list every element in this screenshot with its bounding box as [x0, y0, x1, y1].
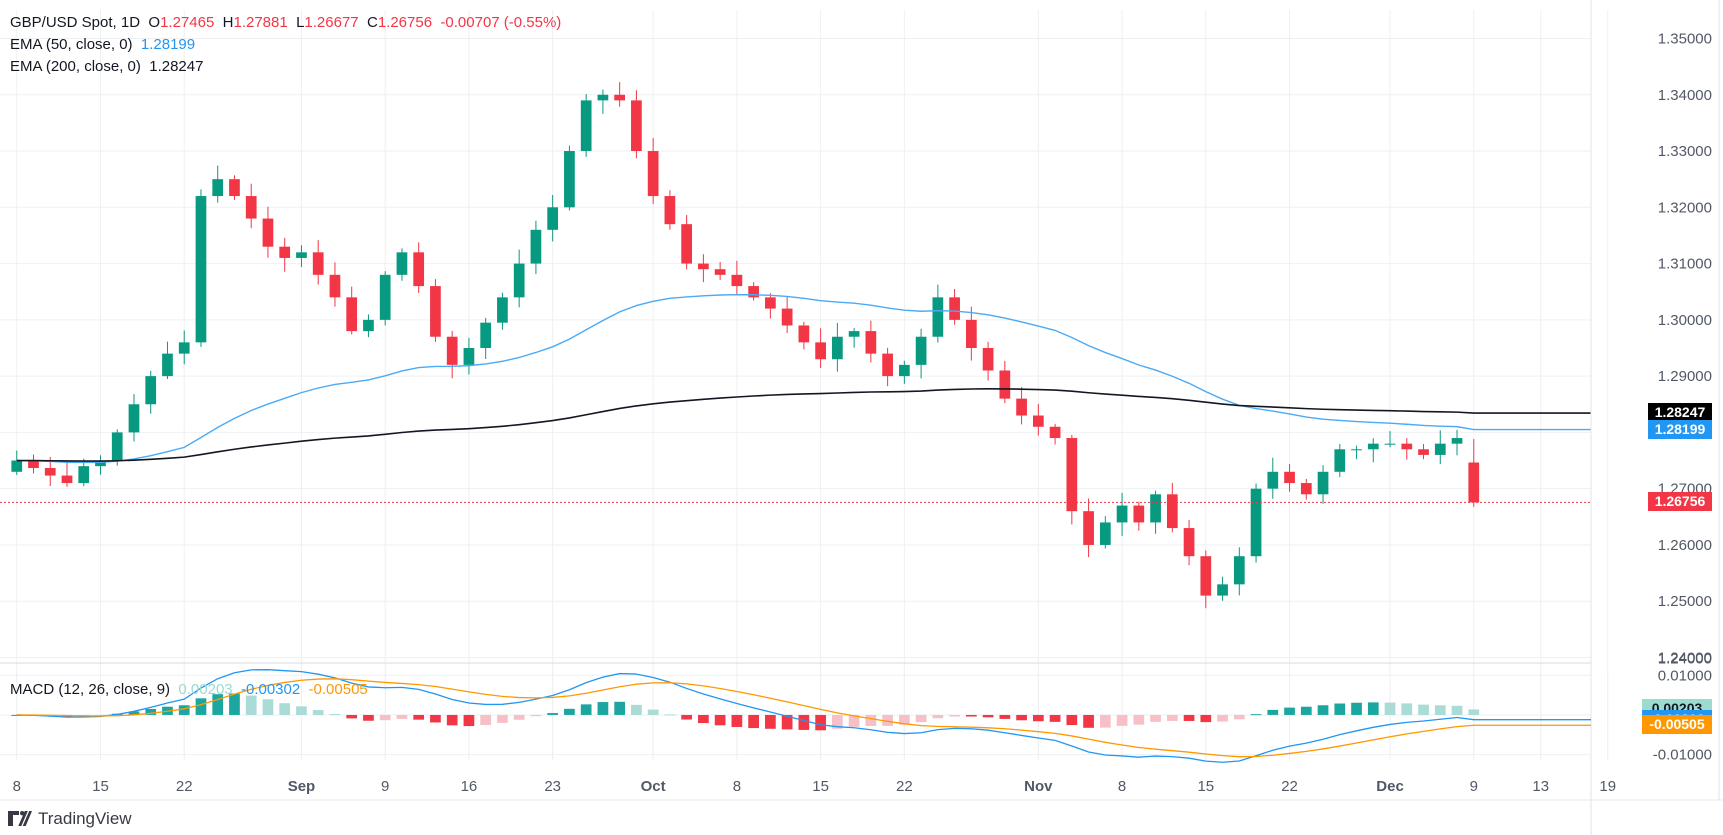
svg-text:8: 8: [733, 778, 741, 795]
svg-text:1.31000: 1.31000: [1658, 256, 1712, 273]
svg-text:22: 22: [1281, 778, 1298, 795]
svg-text:19: 19: [1599, 778, 1616, 795]
svg-text:Dec: Dec: [1376, 778, 1404, 795]
svg-text:Oct: Oct: [641, 778, 666, 795]
svg-text:15: 15: [812, 778, 829, 795]
svg-text:1.30000: 1.30000: [1658, 312, 1712, 329]
svg-text:23: 23: [544, 778, 561, 795]
svg-text:1.33000: 1.33000: [1658, 143, 1712, 160]
svg-text:13: 13: [1532, 778, 1549, 795]
svg-text:1.34000: 1.34000: [1658, 87, 1712, 104]
svg-text:1.26000: 1.26000: [1658, 537, 1712, 554]
svg-text:Nov: Nov: [1024, 778, 1053, 795]
svg-text:8: 8: [13, 778, 21, 795]
svg-text:1.32000: 1.32000: [1658, 199, 1712, 216]
svg-text:1.35000: 1.35000: [1658, 30, 1712, 47]
svg-text:-0.01000: -0.01000: [1653, 747, 1712, 764]
svg-text:Sep: Sep: [288, 778, 316, 795]
svg-text:0.01000: 0.01000: [1658, 667, 1712, 684]
svg-text:1.29000: 1.29000: [1658, 368, 1712, 385]
svg-text:1.25000: 1.25000: [1658, 593, 1712, 610]
svg-text:1.24000: 1.24000: [1658, 650, 1712, 667]
svg-text:15: 15: [92, 778, 109, 795]
svg-text:8: 8: [1118, 778, 1126, 795]
svg-text:22: 22: [176, 778, 193, 795]
svg-text:9: 9: [381, 778, 389, 795]
svg-text:16: 16: [461, 778, 478, 795]
svg-text:15: 15: [1197, 778, 1214, 795]
svg-text:9: 9: [1470, 778, 1478, 795]
svg-text:22: 22: [896, 778, 913, 795]
